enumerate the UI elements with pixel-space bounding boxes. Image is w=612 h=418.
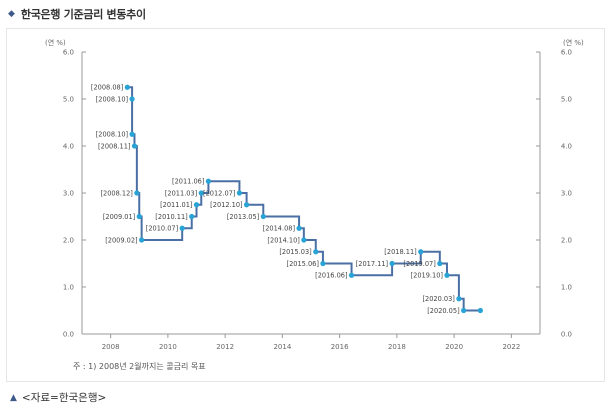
data-point-marker	[320, 260, 326, 267]
data-point-marker	[301, 237, 307, 243]
data-point-marker	[243, 202, 250, 208]
y-tick-label-right: 4.0	[561, 143, 572, 151]
y-tick-label-right: 2.0	[561, 237, 572, 245]
y-tick-label-right: 0.0	[561, 331, 572, 339]
y-tick-label-left: 5.0	[63, 96, 74, 104]
data-point-label: [2011.06]	[172, 178, 204, 186]
data-point-label: [2020.03]	[422, 295, 454, 303]
data-point-marker	[124, 84, 130, 90]
diamond-bullet-icon: ◆	[8, 9, 15, 19]
data-point-label: [2010.11]	[155, 213, 187, 221]
y-tick-label-right: 3.0	[561, 190, 572, 198]
triangle-bullet-icon: ▲	[10, 392, 17, 403]
chart-note: 주 : 1) 2008년 2월까지는 콜금리 목표	[73, 361, 206, 371]
data-point-label: [2009.02]	[105, 236, 137, 244]
data-point-label: [2011.01]	[160, 201, 192, 209]
data-point-marker	[418, 249, 424, 255]
data-point-marker	[348, 272, 355, 278]
data-point-marker	[134, 190, 140, 196]
data-point-label: [2008.11]	[98, 142, 130, 150]
data-point-marker	[477, 307, 483, 314]
source-note: <자료=한국은행>	[21, 392, 107, 404]
y-tick-label-right: 6.0	[561, 49, 572, 57]
data-point-label: [2008.08]	[91, 84, 123, 92]
data-point-label: [2019.10]	[411, 272, 443, 280]
data-point-label: [2011.03]	[165, 189, 197, 197]
data-point-label: [2013.05]	[227, 213, 259, 221]
y-tick-label-left: 2.0	[63, 237, 74, 245]
data-point-label: [2008.10]	[96, 95, 128, 103]
y-tick-label-left: 4.0	[63, 143, 74, 151]
data-point-marker	[139, 237, 145, 243]
data-point-marker	[198, 190, 204, 196]
data-point-label: [2008.12]	[100, 189, 132, 197]
x-tick-label: 2018	[388, 343, 406, 351]
data-point-marker	[131, 143, 138, 149]
data-point-label: [2018.11]	[384, 248, 416, 256]
chart-frame: (연 %) (연 %) 0.0 0.0 1.0 1.0 2.0 2.0 3.0 3.0 4.0 4…	[6, 28, 605, 382]
data-point-marker	[179, 225, 185, 231]
data-point-label: [2015.03]	[279, 248, 311, 256]
data-point-marker	[456, 296, 462, 302]
data-point-label: [2012.10]	[210, 201, 242, 209]
y-tick-label-left: 6.0	[63, 49, 74, 57]
x-tick-label: 2012	[216, 343, 234, 351]
data-point-marker	[444, 272, 450, 278]
data-point-marker	[189, 213, 195, 220]
chart-title-row: ◆ 한국은행 기준금리 변동추이	[8, 4, 146, 24]
y-tick-label-left: 3.0	[63, 190, 74, 198]
data-point-label: [2019.07]	[403, 260, 435, 268]
data-point-label: [2020.05]	[427, 307, 459, 315]
data-point-marker	[193, 202, 200, 208]
chart-title: 한국은행 기준금리 변동추이	[20, 8, 146, 21]
y-tick-label-left: 0.0	[63, 331, 74, 339]
data-point-marker	[260, 213, 266, 220]
data-point-marker	[236, 190, 243, 196]
data-point-label: [2009.01]	[103, 213, 135, 221]
y-tick-label-left: 1.0	[63, 284, 74, 292]
x-tick-label: 2008	[102, 343, 120, 351]
data-point-marker	[129, 131, 135, 137]
data-point-label: [2015.06]	[287, 260, 319, 268]
data-point-label: [2016.06]	[315, 272, 347, 280]
x-tick-label: 2010	[159, 343, 177, 351]
x-tick-label: 2016	[331, 343, 349, 351]
right-y-axis-unit: (연 %)	[563, 39, 584, 47]
data-point-label: [2008.10]	[96, 131, 128, 139]
data-point-label: [2012.07]	[203, 189, 235, 197]
data-point-marker	[389, 260, 395, 267]
y-tick-label-right: 1.0	[561, 284, 572, 292]
data-point-marker	[136, 213, 142, 220]
data-point-label: [2017.11]	[356, 260, 388, 268]
data-point-marker	[437, 260, 443, 267]
data-point-marker	[205, 178, 212, 184]
data-point-marker	[313, 249, 319, 255]
y-tick-label-right: 5.0	[561, 96, 572, 104]
x-tick-label: 2022	[502, 343, 520, 351]
source-row: ▲ <자료=한국은행>	[10, 390, 106, 405]
base-rate-chart: (연 %) (연 %) 0.0 0.0 1.0 1.0 2.0 2.0 3.0 3.0 4.0 4…	[45, 39, 584, 371]
data-point-marker	[129, 96, 135, 102]
data-point-label: [2014.10]	[267, 236, 299, 244]
left-y-axis-unit: (연 %)	[45, 39, 66, 47]
data-point-label: [2010.07]	[146, 225, 178, 233]
data-point-marker	[296, 225, 302, 231]
data-point-marker	[461, 307, 467, 314]
x-tick-label: 2020	[445, 343, 463, 351]
data-point-label: [2014.08]	[263, 225, 295, 233]
x-tick-label: 2014	[273, 343, 291, 351]
